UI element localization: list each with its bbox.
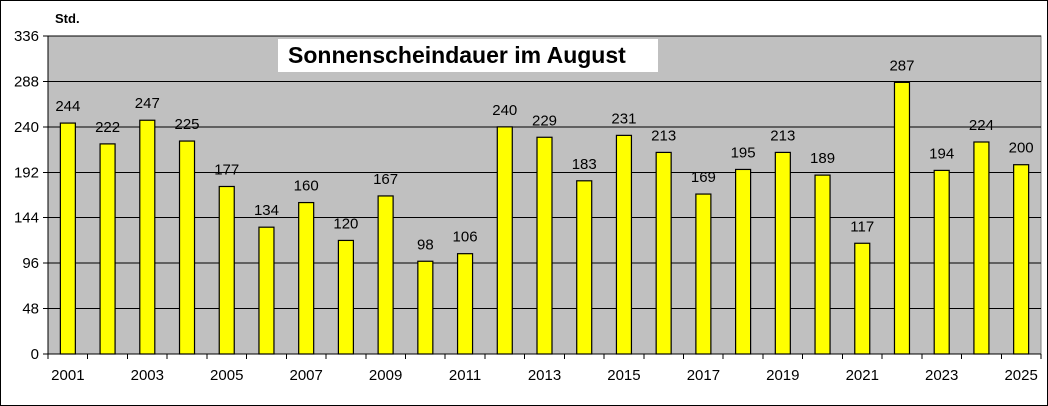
x-tick-label: 2007 xyxy=(289,367,322,384)
data-label-2021: 117 xyxy=(850,218,874,235)
data-label-2002: 222 xyxy=(95,119,120,136)
x-tick-label: 2003 xyxy=(131,367,164,384)
x-tick-label: 2017 xyxy=(687,367,720,384)
y-tick-label: 192 xyxy=(14,164,39,181)
x-tick-label: 2023 xyxy=(925,367,958,384)
data-label-2023: 194 xyxy=(929,145,954,162)
data-label-2018: 195 xyxy=(731,144,756,161)
y-tick-label: 240 xyxy=(14,119,39,136)
data-label-2009: 167 xyxy=(373,171,398,188)
x-tick-label: 2019 xyxy=(766,367,799,384)
y-tick-labels: 0 48 96 144 192 240 288 336 xyxy=(14,28,39,363)
data-label-2010: 98 xyxy=(417,236,434,253)
x-tick-label: 2011 xyxy=(449,367,481,384)
x-tick-label: 2009 xyxy=(369,367,402,384)
bar-2010 xyxy=(418,261,433,354)
bar-2011 xyxy=(458,254,473,354)
bar-2005 xyxy=(219,186,234,354)
bar-2023 xyxy=(934,170,949,354)
data-label-2017: 169 xyxy=(691,169,716,186)
bar-2003 xyxy=(140,120,155,354)
data-label-2025: 200 xyxy=(1009,140,1034,157)
chart-title: Sonnenscheindauer im August xyxy=(288,42,626,68)
data-label-2006: 134 xyxy=(254,202,279,219)
x-tick-labels: 2001 2003 2005 2007 2009 2011 2013 2015 2017 2019… xyxy=(51,367,1038,384)
data-label-2024: 224 xyxy=(969,117,994,134)
bar-2004 xyxy=(180,141,195,354)
y-tick-label: 144 xyxy=(14,210,39,227)
bar-2012 xyxy=(497,127,512,354)
y-tick-label: 336 xyxy=(14,28,39,45)
bar-2006 xyxy=(259,227,274,354)
bar-2007 xyxy=(299,203,314,354)
data-label-2001: 244 xyxy=(55,98,80,115)
bar-2025 xyxy=(1014,165,1029,354)
y-tick-label: 96 xyxy=(22,255,39,272)
bar-2024 xyxy=(974,142,989,354)
data-label-2013: 229 xyxy=(532,112,557,129)
data-label-2007: 160 xyxy=(294,178,319,195)
data-label-2012: 240 xyxy=(492,102,517,119)
bar-2014 xyxy=(577,181,592,354)
bar-2016 xyxy=(656,152,671,354)
bar-2015 xyxy=(616,135,631,354)
bar-2018 xyxy=(736,169,751,354)
data-label-2019: 213 xyxy=(770,127,795,144)
bar-2002 xyxy=(100,144,115,354)
bar-2013 xyxy=(537,137,552,354)
data-label-2016: 213 xyxy=(651,127,676,144)
bar-2001 xyxy=(60,123,75,354)
bar-2021 xyxy=(855,243,870,354)
x-tick-label: 2021 xyxy=(846,367,879,384)
x-tick-label: 2005 xyxy=(210,367,243,384)
bar-2022 xyxy=(894,82,909,354)
x-tick-label: 2013 xyxy=(528,367,561,384)
data-label-2011: 106 xyxy=(453,229,478,246)
y-tick-label: 0 xyxy=(31,346,39,363)
bar-2008 xyxy=(338,240,353,354)
bar-2017 xyxy=(696,194,711,354)
data-label-2014: 183 xyxy=(572,156,597,173)
data-label-2003: 247 xyxy=(135,95,160,112)
data-label-2005: 177 xyxy=(214,161,239,178)
data-label-2008: 120 xyxy=(333,215,358,232)
data-label-2022: 287 xyxy=(889,57,914,74)
bar-2019 xyxy=(775,152,790,354)
y-axis-unit-label: Std. xyxy=(55,11,80,26)
bar-2020 xyxy=(815,175,830,354)
data-label-2015: 231 xyxy=(611,110,636,127)
data-label-2020: 189 xyxy=(810,150,835,167)
bar-2009 xyxy=(378,196,393,354)
x-tick-label: 2015 xyxy=(607,367,640,384)
x-tick-label: 2001 xyxy=(51,367,84,384)
y-tick-label: 48 xyxy=(22,301,39,318)
x-tick-label: 2025 xyxy=(1004,367,1037,384)
data-label-2004: 225 xyxy=(175,116,200,133)
y-tick-label: 288 xyxy=(14,73,39,90)
